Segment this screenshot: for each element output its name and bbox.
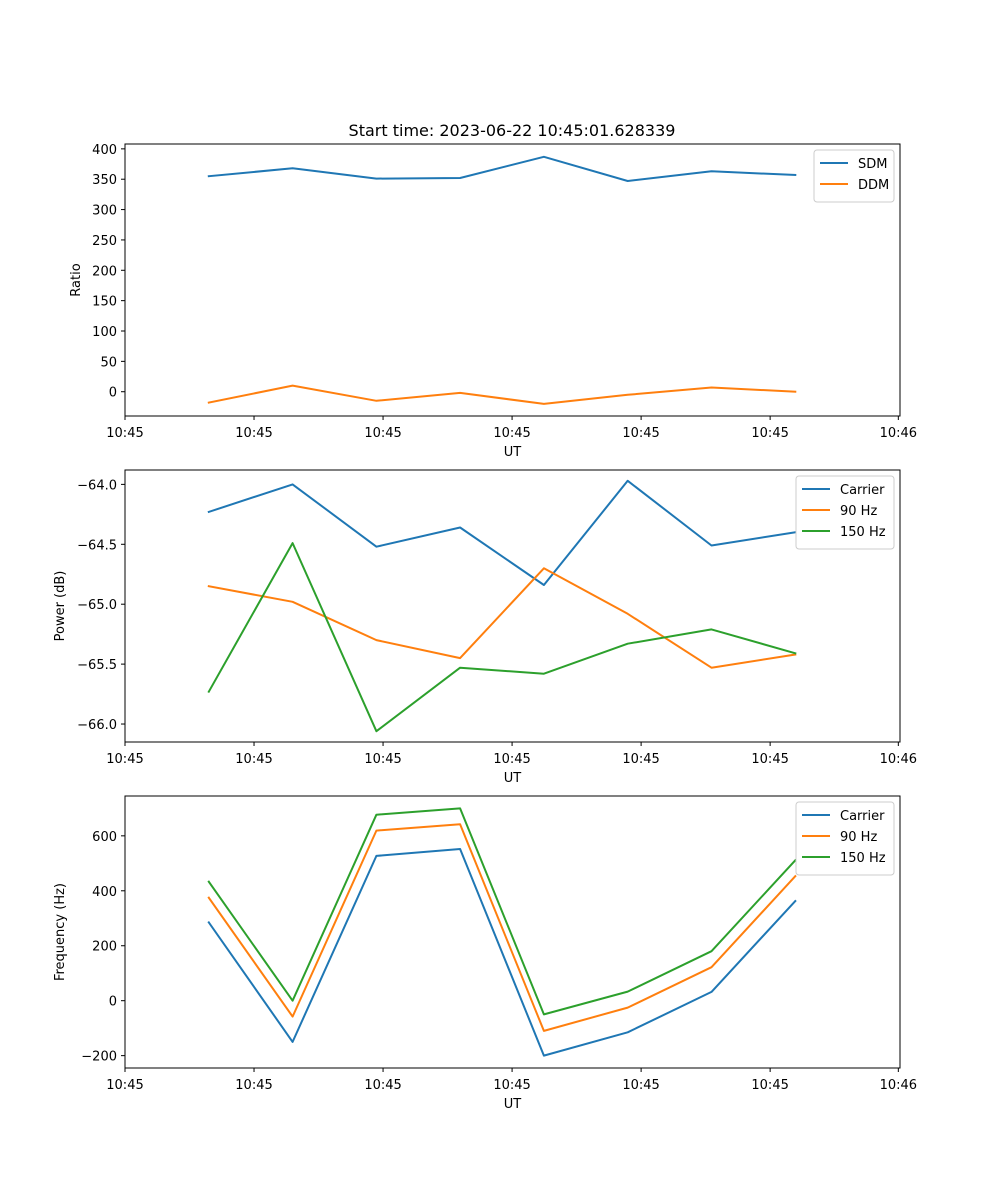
x-tick-label: 10:45	[364, 752, 401, 767]
y-tick-label: 150	[92, 295, 117, 310]
y-tick-label: −66.0	[77, 718, 117, 733]
series-line-150-hz	[207, 542, 797, 733]
y-tick-label: −65.0	[77, 598, 117, 613]
y-tick-label: −64.0	[77, 478, 117, 493]
y-tick-label: 0	[109, 995, 117, 1010]
y-axis-label: Ratio	[69, 263, 84, 296]
y-tick-label: 400	[92, 885, 117, 900]
x-tick-label: 10:45	[106, 752, 143, 767]
x-tick-label: 10:46	[880, 752, 917, 767]
x-tick-label: 10:45	[235, 426, 272, 441]
x-tick-label: 10:45	[364, 1078, 401, 1093]
legend-label: DDM	[858, 178, 889, 193]
x-tick-label: 10:46	[880, 1078, 917, 1093]
legend: SDM DDM	[813, 149, 895, 203]
x-tick-label: 10:45	[751, 1078, 788, 1093]
y-tick-label: 200	[92, 264, 117, 279]
x-axis-label: UT	[504, 1097, 522, 1112]
y-tick-label: 0	[109, 386, 117, 401]
y-axis-label: Power (dB)	[53, 571, 68, 642]
legend-label: 90 Hz	[840, 504, 877, 519]
legend: Carrier 90 Hz 150 Hz	[795, 801, 895, 876]
x-tick-label: 10:45	[622, 426, 659, 441]
x-axis-label: UT	[504, 445, 522, 460]
x-tick-label: 10:45	[622, 752, 659, 767]
y-tick-label: −65.5	[77, 658, 117, 673]
series-line-90-hz	[207, 567, 797, 669]
y-tick-label: 50	[100, 355, 117, 370]
x-tick-label: 10:45	[493, 1078, 530, 1093]
chart-panel-3: −200 0 200 400 600 10:45 10:45 10:45 10:45 10:45 1…	[53, 795, 917, 1112]
y-tick-label: 400	[92, 143, 117, 158]
legend-label: SDM	[858, 157, 887, 172]
y-tick-label: 300	[92, 204, 117, 219]
x-tick-label: 10:45	[235, 1078, 272, 1093]
y-tick-label: 250	[92, 234, 117, 249]
x-tick-label: 10:45	[493, 752, 530, 767]
y-tick-label: 100	[92, 325, 117, 340]
legend-label: 150 Hz	[840, 525, 886, 540]
y-tick-label: −64.5	[77, 538, 117, 553]
series-line-carrier	[207, 479, 797, 586]
chart-panel-1: 0 50 100 150 200 250 300 350 400 10:45 10:45 10:45 1…	[69, 143, 917, 460]
legend: Carrier 90 Hz 150 Hz	[795, 475, 895, 550]
x-tick-label: 10:45	[493, 426, 530, 441]
legend-label: Carrier	[840, 483, 885, 498]
y-tick-label: 200	[92, 940, 117, 955]
x-tick-label: 10:45	[106, 1078, 143, 1093]
series-line-carrier	[207, 848, 797, 1057]
figure-title: Start time: 2023-06-22 10:45:01.628339	[349, 121, 676, 140]
y-tick-label: 600	[92, 830, 117, 845]
series-line-90-hz	[207, 823, 797, 1032]
series-line-sdm	[207, 155, 797, 182]
legend-label: Carrier	[840, 809, 885, 824]
y-tick-label: 350	[92, 173, 117, 188]
x-tick-label: 10:45	[364, 426, 401, 441]
legend-label: 150 Hz	[840, 851, 886, 866]
series-line-150-hz	[207, 807, 797, 1016]
x-tick-label: 10:46	[880, 426, 917, 441]
chart-panels: 0 50 100 150 200 250 300 350 400 10:45 10:45 10:45 1…	[53, 143, 917, 1112]
x-tick-label: 10:45	[235, 752, 272, 767]
legend-label: 90 Hz	[840, 830, 877, 845]
chart-panel-2: −64.0 −64.5 −65.0 −65.5 −66.0 10:45 10:45 10:45…	[53, 469, 917, 786]
x-axis-label: UT	[504, 771, 522, 786]
x-tick-label: 10:45	[106, 426, 143, 441]
x-tick-label: 10:45	[751, 426, 788, 441]
y-tick-label: −200	[81, 1050, 117, 1065]
series-line-ddm	[207, 384, 797, 405]
y-axis-label: Frequency (Hz)	[53, 883, 68, 981]
x-tick-label: 10:45	[751, 752, 788, 767]
x-tick-label: 10:45	[622, 1078, 659, 1093]
